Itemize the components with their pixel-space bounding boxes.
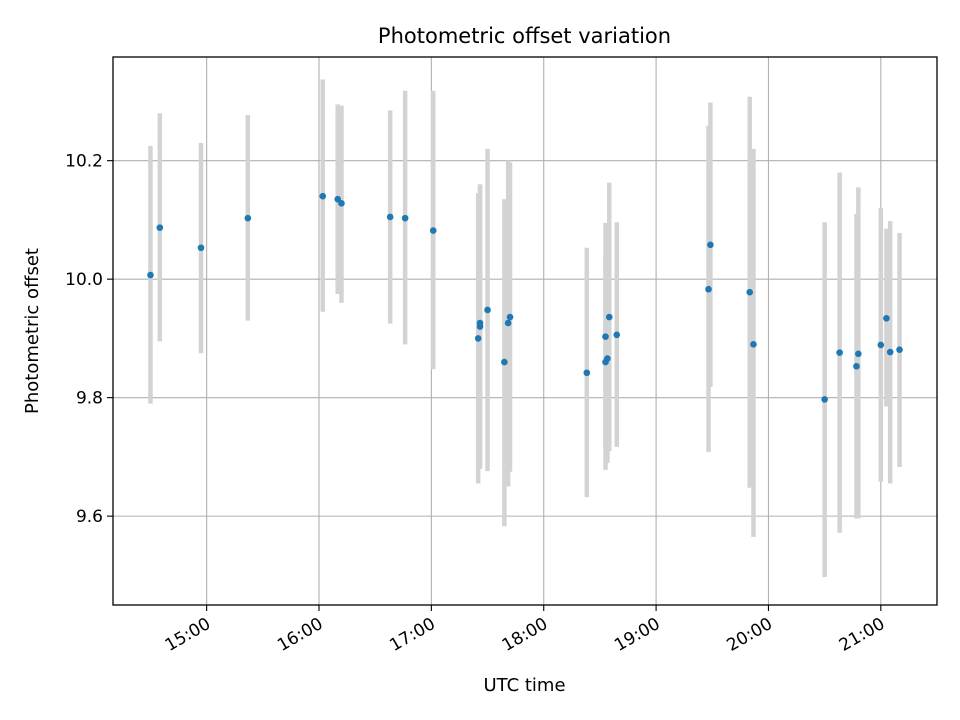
- data-point: [877, 341, 885, 349]
- data-point: [504, 319, 512, 327]
- data-point: [474, 335, 482, 342]
- data-point: [244, 214, 252, 222]
- x-axis-label: UTC time: [483, 675, 565, 696]
- data-point: [338, 200, 345, 207]
- data-point: [197, 244, 205, 252]
- data-point: [604, 355, 611, 362]
- data-point: [746, 288, 754, 296]
- data-point: [886, 348, 894, 356]
- y-axis-ticks: 9.6 9.8 10.0 10.2: [65, 152, 113, 527]
- x-tick-label: 21:00: [836, 614, 888, 656]
- data-point: [429, 227, 437, 234]
- data-point: [605, 313, 613, 321]
- x-tick-label: 15:00: [162, 614, 214, 656]
- data-point: [319, 192, 327, 200]
- y-tick-label: 10.2: [65, 152, 103, 172]
- data-point: [883, 314, 890, 322]
- y-axis-label: Photometric offset: [22, 248, 43, 414]
- data-point: [836, 349, 843, 356]
- errorbar-layer: [148, 79, 902, 578]
- data-point: [707, 241, 714, 249]
- x-tick-label: 20:00: [724, 614, 776, 656]
- y-tick-label: 9.6: [76, 507, 103, 527]
- data-point: [853, 362, 860, 370]
- x-tick-label: 19:00: [611, 614, 663, 656]
- x-axis-ticks: 15:00 16:00 17:00 18:00 19:00 20:00 21:00: [162, 605, 888, 656]
- point-layer: [147, 192, 903, 403]
- y-tick-label: 10.0: [65, 270, 103, 290]
- y-tick-label: 9.8: [76, 389, 103, 409]
- grid-layer: [113, 57, 937, 605]
- data-point: [750, 341, 757, 348]
- x-tick-label: 17:00: [386, 614, 438, 656]
- data-point: [613, 331, 621, 339]
- data-point: [156, 224, 164, 231]
- data-point: [501, 358, 508, 366]
- data-point: [896, 346, 903, 353]
- data-point: [506, 313, 514, 321]
- chart-title: Photometric offset variation: [378, 24, 671, 48]
- data-point: [484, 306, 491, 314]
- data-point: [386, 213, 394, 221]
- data-point: [476, 319, 484, 327]
- x-tick-label: 18:00: [499, 614, 551, 656]
- data-point: [401, 214, 409, 222]
- data-point: [583, 369, 591, 377]
- data-point: [705, 285, 712, 293]
- data-point: [602, 333, 609, 340]
- data-point: [855, 350, 862, 358]
- x-tick-label: 16:00: [274, 614, 326, 656]
- plot-frame: [112, 56, 938, 606]
- data-point: [821, 396, 828, 403]
- data-point: [147, 271, 154, 279]
